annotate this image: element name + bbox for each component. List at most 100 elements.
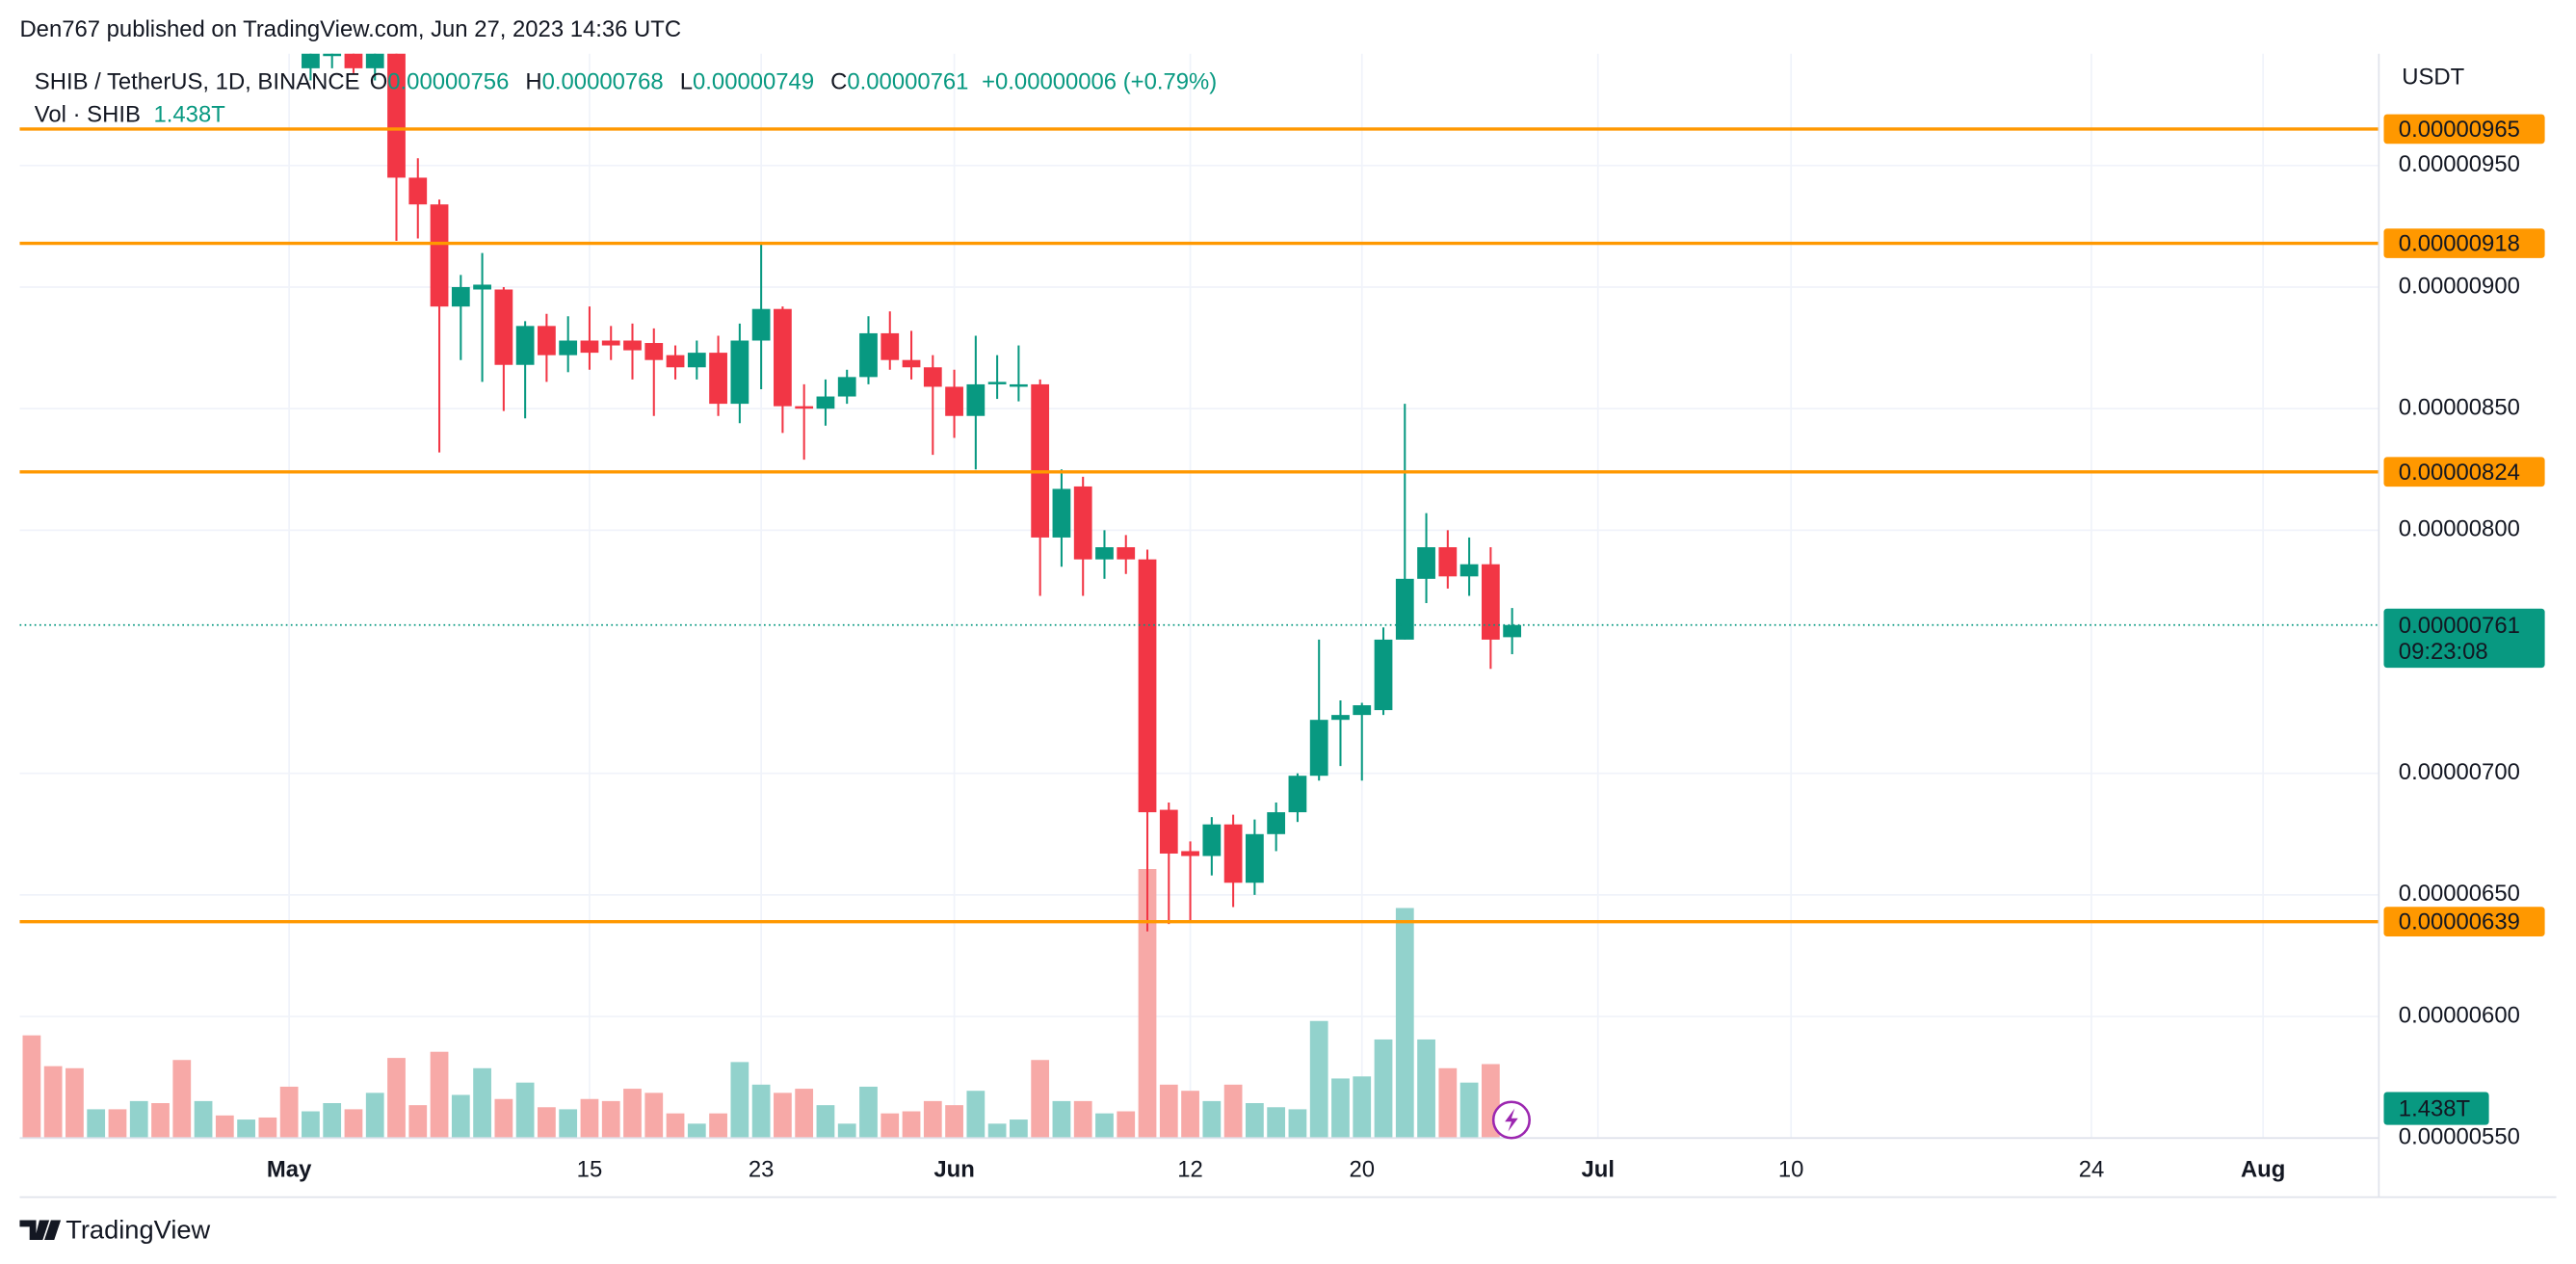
candle-body: [580, 340, 599, 354]
candle-body: [1073, 486, 1092, 560]
volume-bar: [302, 1111, 320, 1139]
candle-body: [1459, 564, 1479, 577]
candle-body: [1010, 383, 1028, 387]
volume-bar: [237, 1119, 255, 1139]
symbol: SHIB / TetherUS, 1D, BINANCE: [35, 69, 360, 95]
volume-bar: [1395, 908, 1414, 1139]
legend: SHIB / TetherUS, 1D, BINANCE O0.00000756 H…: [35, 69, 1217, 95]
volume-bars: [22, 868, 1522, 1139]
high-label: H: [525, 69, 541, 95]
candle-body: [1481, 564, 1500, 640]
volume-bar: [795, 1089, 814, 1139]
candle-body: [1246, 833, 1264, 883]
candle-body: [1202, 824, 1222, 856]
candle-body: [966, 383, 986, 416]
volume-bar: [279, 1086, 299, 1139]
volume-bar: [945, 1105, 963, 1139]
candle-body: [709, 353, 727, 405]
candle-body: [1031, 383, 1050, 538]
volume-bar: [538, 1107, 556, 1139]
candle-body: [923, 367, 942, 387]
volume-bar: [1052, 1100, 1071, 1139]
candle-body: [1438, 547, 1458, 577]
candle-body: [774, 308, 792, 407]
x-tick-label: 20: [1349, 1157, 1375, 1183]
low-label: L: [680, 69, 693, 95]
x-tick-label: 24: [2079, 1157, 2105, 1183]
candle-body: [859, 332, 878, 378]
published-note: Den767 published on TradingView.com, Jun…: [19, 16, 681, 42]
candle-body: [1117, 547, 1136, 560]
volume-bar: [172, 1060, 192, 1139]
level-label: 0.00000965: [2399, 117, 2520, 143]
volume-bar: [902, 1111, 921, 1139]
close-label: C: [830, 69, 847, 95]
volume-bar: [1031, 1060, 1050, 1139]
volume-bar: [258, 1117, 277, 1139]
candles: [302, 53, 1522, 932]
volume-bar: [1159, 1084, 1178, 1139]
last-price-label: 0.00000761: [2399, 613, 2520, 639]
volume-bar: [559, 1109, 578, 1139]
level-tag: [2383, 907, 2545, 936]
candle-body: [601, 340, 620, 346]
x-tick-label: May: [267, 1157, 312, 1183]
volume-legend-label: Vol · SHIB: [35, 102, 141, 128]
volume-bar: [1010, 1119, 1028, 1139]
candle-body: [623, 340, 642, 351]
x-tick-label: 12: [1177, 1157, 1203, 1183]
volume-bar: [66, 1067, 84, 1139]
last-price-tag: [2383, 608, 2545, 669]
candle-body: [902, 359, 921, 368]
y-tick-label: 0.00000700: [2399, 759, 2520, 785]
x-tick-label: Jun: [933, 1157, 974, 1183]
candle-body: [365, 53, 384, 68]
volume-bar: [1138, 868, 1157, 1139]
candle-body: [1374, 639, 1393, 711]
level-tag: [2383, 457, 2545, 487]
volume-bar: [1117, 1111, 1136, 1139]
volume-bar: [987, 1123, 1007, 1139]
candle-body: [751, 308, 771, 341]
candle-body: [344, 53, 363, 68]
candle-body: [881, 332, 900, 360]
candle-body: [1095, 547, 1114, 560]
volume-bar: [666, 1113, 685, 1139]
candle-body: [1159, 809, 1178, 854]
volume-bar: [1267, 1107, 1286, 1139]
volume-bar: [451, 1094, 470, 1139]
candle-body: [1267, 812, 1286, 834]
x-tick-label: Aug: [2241, 1157, 2285, 1183]
volume-bar: [1288, 1109, 1307, 1139]
volume-bar: [644, 1093, 664, 1139]
volume-bar: [687, 1123, 706, 1139]
volume-bar: [751, 1084, 771, 1139]
volume-bar: [215, 1115, 234, 1139]
candle-body: [538, 326, 556, 356]
volume-bar: [580, 1098, 599, 1139]
volume-bar: [1374, 1039, 1393, 1139]
candle-body: [1395, 578, 1414, 640]
candle-body: [945, 386, 963, 416]
currency: USDT: [2402, 65, 2464, 91]
level-label: 0.00000824: [2399, 460, 2520, 486]
y-tick-label: 0.00000950: [2399, 151, 2520, 177]
volume-bar: [1331, 1078, 1350, 1139]
volume-bar: [1181, 1091, 1199, 1139]
candle-body: [1503, 624, 1522, 638]
volume-bar: [365, 1093, 384, 1139]
volume-bar: [87, 1109, 106, 1139]
y-tick-label: 0.00000900: [2399, 273, 2520, 299]
level-tag: [2383, 114, 2545, 145]
x-tick-label: 15: [577, 1157, 603, 1183]
volume-bar: [1459, 1082, 1479, 1139]
close-value: 0.00000761: [847, 69, 968, 95]
volume-bar: [966, 1091, 986, 1139]
candle-body: [1052, 488, 1071, 538]
candle-body: [837, 377, 856, 397]
volume-bar: [344, 1109, 363, 1139]
candle-body: [644, 343, 664, 360]
volume-bar: [151, 1103, 170, 1139]
candle-body: [730, 340, 749, 405]
